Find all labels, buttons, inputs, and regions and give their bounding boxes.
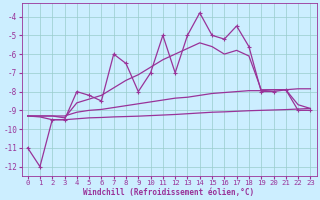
X-axis label: Windchill (Refroidissement éolien,°C): Windchill (Refroidissement éolien,°C) (84, 188, 255, 197)
